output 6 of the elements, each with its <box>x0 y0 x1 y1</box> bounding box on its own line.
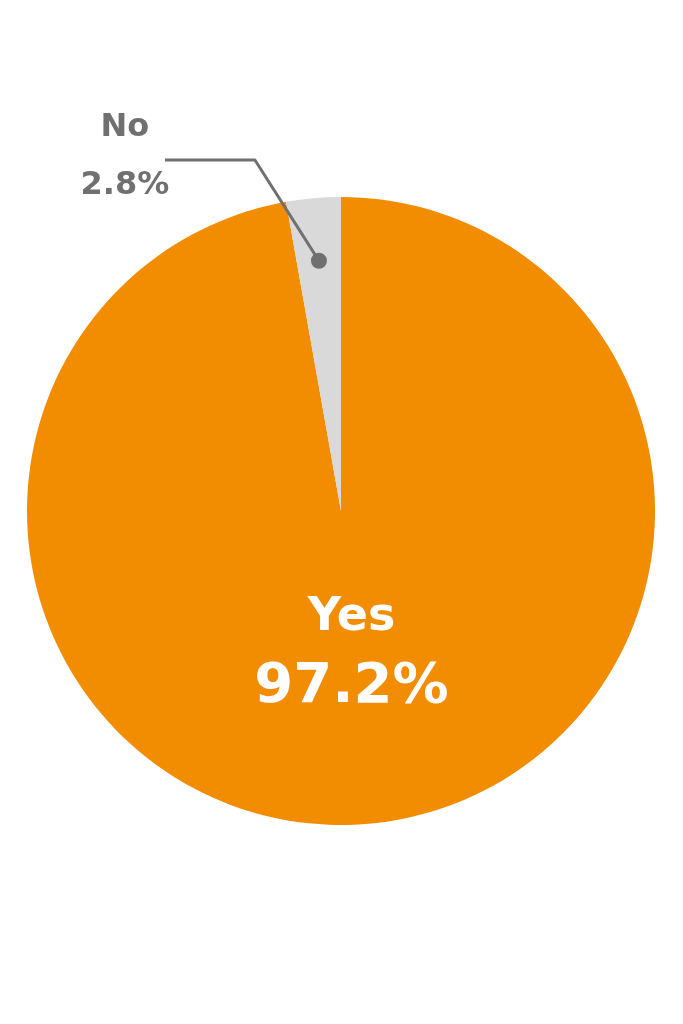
data-label: 97.2% <box>254 649 449 715</box>
pie-slice <box>27 197 655 825</box>
data-label: 2.8% <box>80 164 170 202</box>
slice-label: No <box>100 106 150 144</box>
slice-label: Yes <box>306 586 396 641</box>
pie-slice <box>286 197 341 511</box>
